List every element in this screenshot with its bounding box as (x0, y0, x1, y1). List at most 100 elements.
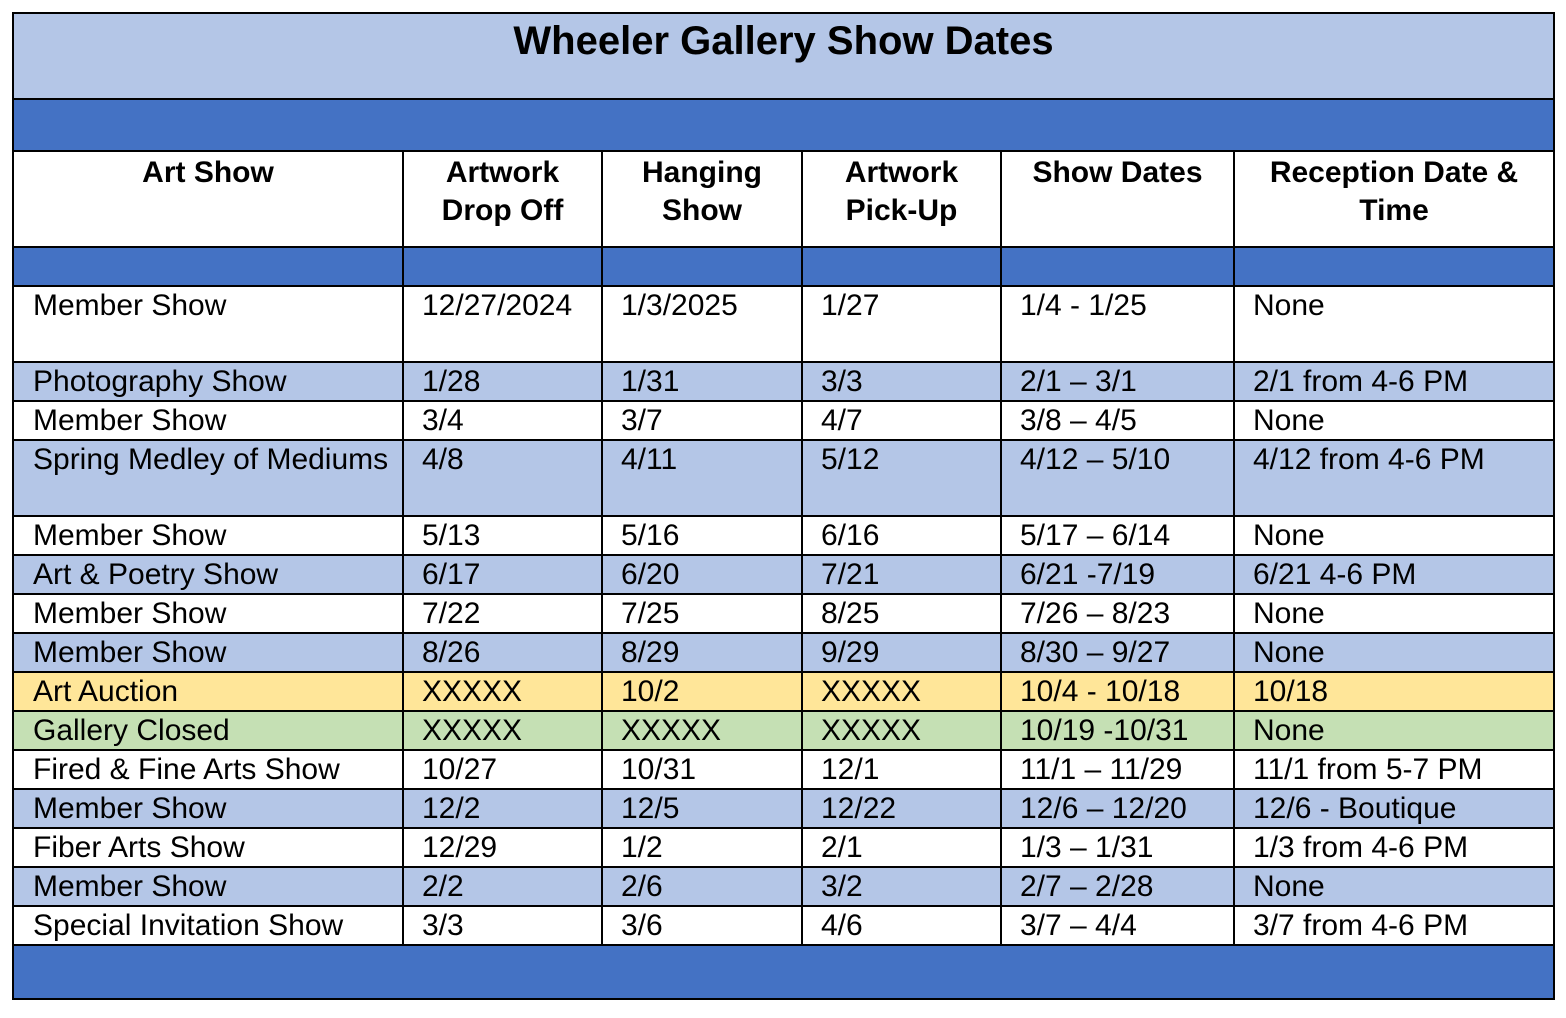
cell-art-show: Special Invitation Show (12, 905, 404, 946)
bottom-band (11, 944, 1556, 1000)
cell-reception: 11/1 from 5-7 PM (1232, 749, 1556, 790)
cell-hanging: 6/20 (601, 554, 803, 595)
cell-art-show: Fired & Fine Arts Show (12, 749, 404, 790)
cell-drop-off: 1/28 (402, 361, 603, 402)
cell-reception: 12/6 - Boutique (1232, 788, 1556, 829)
table-row: Member Show 12/2 12/5 12/22 12/6 – 12/20 12… (12, 788, 1556, 829)
cell-hanging: 1/2 (601, 827, 803, 868)
cell-pick-up: 12/22 (801, 788, 1002, 829)
cell-show-dates: 7/26 – 8/23 (1000, 593, 1235, 634)
table-row: Member Show 2/2 2/6 3/2 2/7 – 2/28 None (12, 866, 1556, 907)
sub-band-cell (402, 246, 603, 287)
cell-drop-off: 10/27 (402, 749, 603, 790)
cell-reception: 1/3 from 4-6 PM (1232, 827, 1556, 868)
cell-show-dates: 12/6 – 12/20 (1000, 788, 1235, 829)
table-row: Member Show 8/26 8/29 9/29 8/30 – 9/27 None (12, 632, 1556, 673)
cell-drop-off: XXXXX (402, 710, 603, 751)
cell-reception: None (1232, 866, 1556, 907)
cell-drop-off: XXXXX (402, 671, 603, 712)
cell-drop-off: 5/13 (402, 515, 603, 556)
table-row: Member Show 3/4 3/7 4/7 3/8 – 4/5 None (12, 400, 1556, 441)
cell-pick-up: 12/1 (801, 749, 1002, 790)
cell-show-dates: 5/17 – 6/14 (1000, 515, 1235, 556)
top-band (11, 98, 1556, 152)
show-dates-table: Wheeler Gallery Show Dates Art Show Artw… (11, 12, 1556, 1000)
table-row: Art Auction XXXXX 10/2 XXXXX 10/4 - 10/18 1… (12, 671, 1556, 712)
sub-band-cell (1000, 246, 1235, 287)
cell-pick-up: 4/6 (801, 905, 1002, 946)
cell-hanging: XXXXX (601, 710, 803, 751)
cell-pick-up: XXXXX (801, 710, 1002, 751)
cell-reception: 10/18 (1232, 671, 1556, 712)
cell-pick-up: 6/16 (801, 515, 1002, 556)
table-row: Spring Medley of Mediums 4/8 4/11 5/12 4/12 … (12, 439, 1556, 517)
cell-drop-off: 4/8 (402, 439, 603, 517)
cell-pick-up: 3/3 (801, 361, 1002, 402)
cell-art-show: Member Show (12, 285, 404, 363)
cell-pick-up: 9/29 (801, 632, 1002, 673)
table-row: Member Show 7/22 7/25 8/25 7/26 – 8/23 None (12, 593, 1556, 634)
cell-hanging: 10/2 (601, 671, 803, 712)
cell-art-show: Member Show (12, 866, 404, 907)
cell-drop-off: 3/3 (402, 905, 603, 946)
cell-art-show: Photography Show (12, 361, 404, 402)
cell-reception: None (1232, 515, 1556, 556)
top-band-row (11, 98, 1556, 152)
sub-band-cell (1232, 246, 1556, 287)
sub-band-row (12, 246, 1556, 287)
cell-hanging: 5/16 (601, 515, 803, 556)
cell-drop-off: 2/2 (402, 866, 603, 907)
cell-pick-up: 3/2 (801, 866, 1002, 907)
cell-hanging: 1/31 (601, 361, 803, 402)
cell-show-dates: 11/1 – 11/29 (1000, 749, 1235, 790)
table-row: Fiber Arts Show 12/29 1/2 2/1 1/3 – 1/31 1/3 … (12, 827, 1556, 868)
cell-reception: None (1232, 593, 1556, 634)
cell-reception: 2/1 from 4-6 PM (1232, 361, 1556, 402)
sub-band-cell (801, 246, 1002, 287)
cell-hanging: 7/25 (601, 593, 803, 634)
table-row: Gallery Closed XXXXX XXXXX XXXXX 10/19 -10/3… (12, 710, 1556, 751)
cell-drop-off: 3/4 (402, 400, 603, 441)
cell-drop-off: 8/26 (402, 632, 603, 673)
cell-show-dates: 3/7 – 4/4 (1000, 905, 1235, 946)
cell-reception: 3/7 from 4-6 PM (1232, 905, 1556, 946)
cell-show-dates: 8/30 – 9/27 (1000, 632, 1235, 673)
sub-band-cell (12, 246, 404, 287)
bottom-band-row (11, 944, 1556, 1000)
cell-drop-off: 7/22 (402, 593, 603, 634)
cell-drop-off: 12/29 (402, 827, 603, 868)
cell-art-show: Member Show (12, 515, 404, 556)
cell-drop-off: 12/2 (402, 788, 603, 829)
cell-pick-up: 4/7 (801, 400, 1002, 441)
header-art-show: Art Show (12, 150, 404, 248)
cell-art-show: Member Show (12, 788, 404, 829)
cell-show-dates: 2/7 – 2/28 (1000, 866, 1235, 907)
header-reception-date-time: Reception Date & Time (1232, 150, 1556, 248)
header-show-dates: Show Dates (1000, 150, 1235, 248)
cell-hanging: 12/5 (601, 788, 803, 829)
cell-reception: None (1232, 400, 1556, 441)
cell-show-dates: 1/4 - 1/25 (1000, 285, 1235, 363)
cell-show-dates: 4/12 – 5/10 (1000, 439, 1235, 517)
cell-hanging: 3/6 (601, 905, 803, 946)
cell-pick-up: 1/27 (801, 285, 1002, 363)
table-row: Member Show 12/27/2024 1/3/2025 1/27 1/4 - 1… (12, 285, 1556, 363)
table-body: Member Show 12/27/2024 1/3/2025 1/27 1/4 - 1… (12, 285, 1556, 946)
cell-pick-up: XXXXX (801, 671, 1002, 712)
cell-show-dates: 2/1 – 3/1 (1000, 361, 1235, 402)
header-row: Art Show Artwork Drop Off Hanging Show Art… (12, 150, 1556, 248)
cell-hanging: 3/7 (601, 400, 803, 441)
cell-reception: None (1232, 710, 1556, 751)
cell-art-show: Art & Poetry Show (12, 554, 404, 595)
cell-art-show: Member Show (12, 632, 404, 673)
title-row: Wheeler Gallery Show Dates (11, 12, 1556, 100)
table-title: Wheeler Gallery Show Dates (11, 12, 1556, 100)
cell-drop-off: 6/17 (402, 554, 603, 595)
cell-reception: 4/12 from 4-6 PM (1232, 439, 1556, 517)
table-row: Photography Show 1/28 1/31 3/3 2/1 – 3/1 2/1 … (12, 361, 1556, 402)
cell-art-show: Member Show (12, 593, 404, 634)
cell-art-show: Spring Medley of Mediums (12, 439, 404, 517)
cell-art-show: Member Show (12, 400, 404, 441)
header-hanging-show: Hanging Show (601, 150, 803, 248)
cell-pick-up: 2/1 (801, 827, 1002, 868)
